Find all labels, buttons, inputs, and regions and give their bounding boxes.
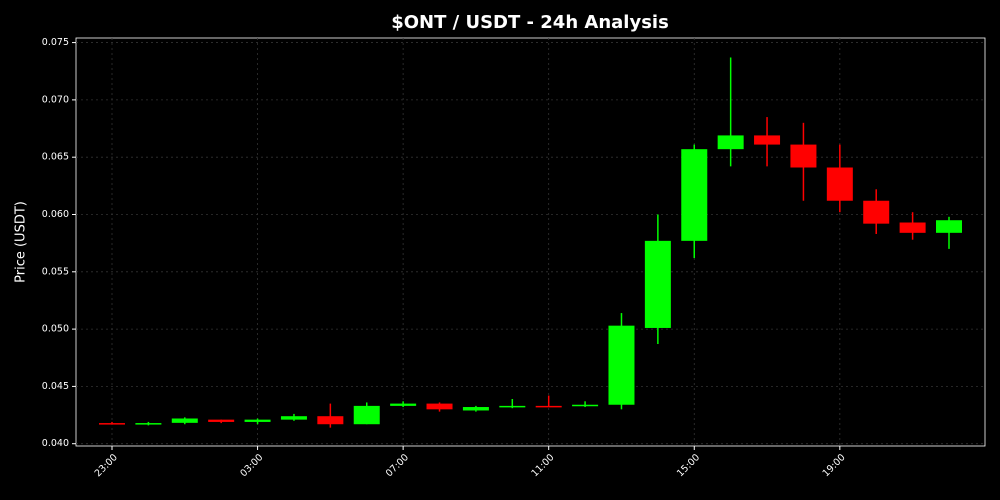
candle-body [208,419,235,422]
candle-body [244,419,271,422]
y-tick-label: 0.040 [42,438,69,449]
y-tick-label: 0.065 [42,152,69,163]
candle-body [280,416,307,420]
candle-body [644,240,671,328]
candle-body [171,418,198,423]
x-tick-label: 11:00 [529,452,556,479]
candle-body [790,144,817,168]
x-tick-label: 07:00 [384,452,411,479]
candle-body [99,423,125,425]
x-tick-label: 15:00 [675,452,702,479]
candle-body [390,403,417,406]
y-tick-label: 0.060 [42,209,69,220]
candle-body [936,220,962,233]
candle-body [863,200,890,224]
candle-body [426,403,453,410]
x-tick-label: 03:00 [238,452,265,479]
y-tick-label: 0.070 [42,94,69,105]
candle-body [317,416,344,425]
candle-body [608,325,635,405]
x-tick-label: 19:00 [821,452,848,479]
y-tick-label: 0.055 [42,266,69,277]
candle-body [826,167,853,201]
y-tick-label: 0.045 [42,381,69,392]
candle-body [353,405,380,425]
candle-body [462,407,489,411]
x-tick-label: 23:00 [93,452,120,479]
candle-body [135,423,162,425]
candle-body [535,405,562,408]
candle-body [681,149,708,241]
candle-body [572,404,599,407]
y-tick-label: 0.050 [42,324,69,335]
chart-title: $ONT / USDT - 24h Analysis [391,12,669,33]
candle-body [499,405,526,408]
y-tick-label: 0.075 [42,37,69,48]
plot-frame [75,37,986,447]
candle-body [899,222,926,233]
y-axis-label: Price (USDT) [14,201,29,283]
candle-body [754,135,781,145]
candle-body [717,135,744,150]
